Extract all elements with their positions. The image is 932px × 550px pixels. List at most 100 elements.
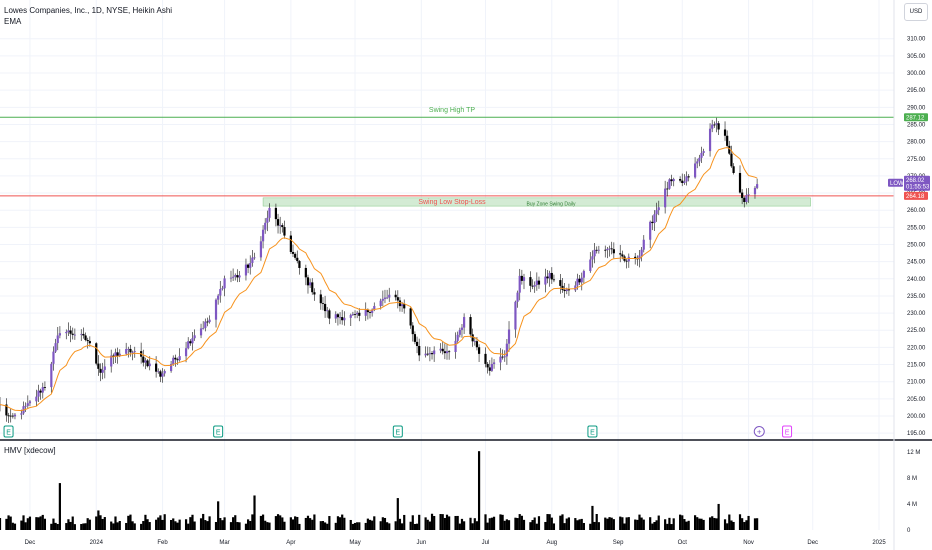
- volume-bar: [101, 518, 104, 530]
- candle-down: [289, 235, 292, 252]
- candle-down: [475, 341, 479, 348]
- volume-bar: [469, 517, 472, 530]
- volume-bar: [670, 524, 673, 530]
- candle-up: [503, 356, 506, 358]
- candle-up: [232, 276, 235, 278]
- volume-bar: [574, 518, 577, 530]
- candle-up: [439, 348, 442, 351]
- volume-bar: [199, 518, 203, 530]
- candle-up: [433, 350, 436, 355]
- volume-bar: [251, 514, 254, 530]
- candle-down: [443, 351, 446, 354]
- time-tick-label: Mar: [219, 540, 229, 546]
- earnings-marker-box: [3, 425, 14, 438]
- candle-down: [321, 303, 325, 304]
- volume-bar: [415, 523, 419, 530]
- volume-bar: [291, 519, 295, 530]
- candle-down: [488, 367, 491, 371]
- volume-bar: [373, 516, 376, 530]
- labels: Swing High TP Swing Low Stop-Loss Buy Zone…: [418, 107, 930, 207]
- candle-up: [338, 317, 342, 318]
- volume-bar: [236, 522, 239, 530]
- volume-bar: [403, 514, 406, 530]
- earnings-marker-box: [587, 425, 598, 438]
- candle-up: [753, 187, 757, 195]
- candle-down: [11, 415, 14, 417]
- volume-bar: [448, 516, 451, 530]
- candle-up: [458, 329, 461, 335]
- candle-down: [304, 267, 307, 278]
- volume-bar: [95, 516, 98, 530]
- candle-up: [655, 210, 658, 215]
- candle-up: [386, 297, 389, 299]
- ema-legend: EMA: [4, 17, 22, 26]
- volume-bar: [58, 483, 61, 530]
- candle-down: [430, 353, 434, 355]
- candle-up: [591, 256, 594, 260]
- price-tick-label: 230.00: [907, 311, 926, 317]
- candle-down: [43, 387, 47, 388]
- volume-bar: [309, 518, 312, 530]
- buy-zone: [262, 197, 811, 207]
- candle-down: [552, 279, 556, 281]
- candle-up: [379, 300, 382, 307]
- earnings-marker-box: [213, 425, 224, 438]
- earnings-marker-label: E: [785, 430, 790, 437]
- candle-up: [110, 355, 113, 367]
- candle-up: [208, 319, 211, 323]
- volume-bar: [353, 522, 357, 530]
- candle-up: [202, 327, 205, 329]
- volume-bar: [383, 517, 387, 530]
- volume-bar: [343, 517, 346, 530]
- candle-down: [84, 335, 87, 341]
- candle-down: [418, 346, 421, 356]
- volume-bar: [298, 523, 301, 530]
- volume-bar: [638, 514, 641, 530]
- candle-down: [610, 248, 613, 250]
- candle-down: [155, 363, 158, 372]
- volume-bar: [261, 514, 265, 530]
- volume-bar: [561, 514, 564, 530]
- candle-up: [424, 353, 427, 356]
- volume-bar: [296, 516, 299, 530]
- volume-bar: [653, 522, 656, 530]
- candle-down: [484, 353, 487, 364]
- volume-bar: [463, 521, 466, 530]
- candle-up: [428, 353, 431, 355]
- candle-up: [52, 351, 55, 364]
- volume-bar: [747, 515, 750, 530]
- candle-down: [336, 314, 340, 318]
- candle-up: [67, 330, 70, 332]
- volume-bar: [702, 519, 705, 530]
- price-tick-label: 200.00: [907, 414, 926, 420]
- candle-down: [189, 341, 192, 344]
- candle-up: [199, 328, 203, 336]
- volume-bar: [244, 523, 248, 530]
- candle-down: [411, 325, 414, 335]
- volume-bar: [67, 519, 70, 530]
- volume-bar: [172, 518, 175, 530]
- currency-button[interactable]: USD: [904, 3, 928, 21]
- candle-down: [550, 272, 553, 280]
- candle-up: [593, 249, 596, 257]
- candle-up: [756, 184, 759, 188]
- candle-up: [715, 123, 718, 125]
- volume-bar: [110, 521, 113, 530]
- candle-up: [253, 257, 256, 259]
- candle-down: [159, 371, 162, 377]
- earnings-marker-label: E: [590, 430, 595, 437]
- volume-bar: [22, 515, 25, 530]
- candle-up: [535, 280, 538, 286]
- volume-bar: [20, 520, 23, 530]
- candle-down: [546, 276, 549, 279]
- volume-bar: [753, 518, 757, 530]
- earnings-marker-label: E: [216, 430, 221, 437]
- volume-bar: [170, 519, 173, 530]
- candle-up: [456, 334, 459, 341]
- candle-up: [184, 348, 188, 357]
- price-tick-label: 290.00: [907, 105, 926, 111]
- volume-bar: [413, 523, 417, 530]
- volume-bar: [176, 522, 179, 530]
- candle-up: [261, 229, 265, 242]
- candle-up: [103, 366, 106, 370]
